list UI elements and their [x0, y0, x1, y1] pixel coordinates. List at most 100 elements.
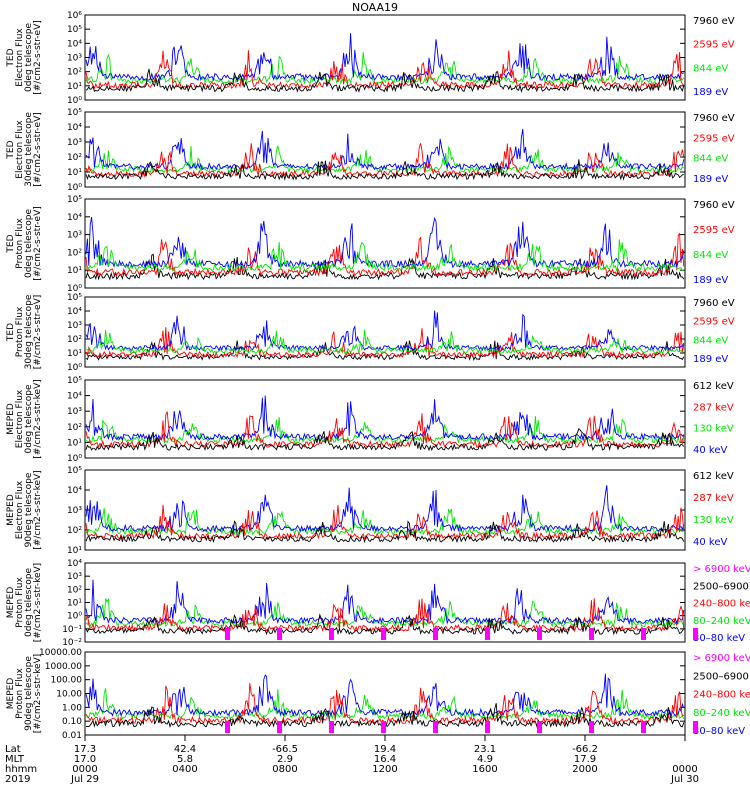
legend-entry: 189 eV [693, 354, 728, 365]
legend-entry: > 6900 keV [693, 564, 750, 575]
legend-entry: 7960 eV [693, 298, 735, 309]
y-axis-label: 0deg telescope [24, 209, 34, 279]
panel-2: 10⁰ 10¹ 10² 10³ 10⁴ 10⁵ TED Electron Flux 30deg … [6, 108, 735, 193]
series-trace [85, 239, 684, 273]
series-trace [225, 721, 230, 733]
legend-entry: 2595 eV [693, 133, 735, 144]
y-tick-label: 10⁵ [67, 376, 82, 386]
y-axis-label: [#/cm2-s-str-eV] [33, 112, 43, 187]
legend-entry: 287 keV [693, 402, 734, 413]
x-tick-label-mlt: 5.8 [177, 754, 193, 765]
y-tick-label: 10⁵ [67, 25, 82, 35]
legend-entry: 844 eV [693, 250, 728, 261]
legend-entry: 40 keV [693, 537, 727, 548]
y-axis-label: 30deg telescope [24, 294, 34, 369]
y-axis-label: TED [6, 234, 16, 253]
series-trace [85, 33, 684, 82]
y-axis-label: Proton Flux [15, 668, 25, 719]
y-tick-label: 10¹ [67, 599, 82, 609]
legend-entry: 2595 eV [693, 317, 735, 328]
series-trace [85, 504, 685, 540]
series-trace [85, 485, 685, 534]
panel-frame [84, 111, 686, 188]
x-tick-label-hhmm: 0800 [272, 764, 297, 775]
y-axis-label: [#/cm2-s-str-eV] [33, 295, 43, 370]
x-tick-label-mlt: 4.9 [477, 754, 493, 765]
series-trace [85, 688, 685, 721]
series-trace [641, 628, 646, 640]
y-axis-label: TED [6, 48, 16, 67]
legend-entry: 844 eV [693, 154, 728, 165]
series-trace [85, 427, 685, 452]
y-axis-label: 90deg telescope [24, 472, 34, 547]
legend-entry: 612 keV [693, 471, 734, 482]
y-tick-label: 1000.00 [45, 662, 82, 672]
series-trace [381, 721, 386, 733]
series-trace [85, 520, 685, 544]
y-tick-label: 10³ [67, 407, 82, 417]
series-trace [537, 628, 542, 640]
y-tick-label: 1.00 [62, 703, 82, 713]
series-trace [85, 340, 685, 361]
legend-entry: 7960 eV [693, 200, 735, 211]
legend-entry: 844 eV [693, 63, 728, 74]
legend-entry: > 6900 keV [693, 653, 750, 664]
x-tick-label-lat: -66.5 [272, 744, 298, 755]
y-tick-label: 10¹ [67, 168, 82, 178]
y-axis-label: [#/cm2-s-str-eV] [33, 206, 43, 281]
x-tick-label-mlt: 2.9 [277, 754, 293, 765]
x-tick-label-hhmm: 2000 [572, 764, 597, 775]
series-trace [85, 159, 684, 181]
x-tick-label-hhmm: 0000 [672, 764, 697, 775]
panel-frame [84, 379, 686, 459]
y-axis-label: Electron Flux [15, 120, 25, 179]
x-tick-label-lat: -66.2 [572, 744, 598, 755]
y-tick-label: 10⁵ [67, 466, 82, 476]
series-trace [85, 68, 685, 93]
y-tick-label: 10³ [67, 321, 82, 331]
legend-entry: 189 eV [693, 174, 728, 185]
panel-6: 10¹ 10² 10³ 10⁴ 10⁵ MEPED Electron Flux 90deg t… [6, 466, 734, 556]
y-tick-label: 10⁴ [67, 213, 82, 223]
x-tick-label-lat: 23.1 [474, 744, 496, 755]
legend-entry: 240–800 keV [693, 690, 750, 701]
y-tick-label: 10¹ [67, 349, 82, 359]
y-tick-label: 10⁴ [67, 307, 82, 317]
y-axis-label: 30deg telescope [24, 112, 34, 187]
y-axis-label: 90deg telescope [24, 656, 34, 731]
y-tick-label: 10⁰ [67, 284, 82, 294]
y-tick-label: 0.01 [62, 731, 82, 741]
series-trace [277, 628, 282, 640]
series-trace [85, 310, 685, 352]
legend-entry: 189 eV [693, 275, 728, 286]
panel-frame [84, 296, 686, 368]
series-trace [85, 128, 685, 171]
y-tick-label: 10¹ [67, 438, 82, 448]
y-tick-label: 10⁻¹ [62, 625, 82, 635]
series-trace [85, 327, 685, 359]
y-tick-label: 10⁵ [67, 293, 82, 303]
legend-entry: 844 eV [693, 335, 728, 346]
y-tick-label: 10⁵ [67, 108, 82, 118]
legend-entry: 130 keV [693, 424, 734, 435]
series-trace [693, 628, 698, 640]
y-axis-label: TED [6, 140, 16, 159]
y-axis-label: Electron Flux [15, 28, 25, 87]
y-tick-label: 0.10 [62, 717, 82, 727]
y-tick-label: 10² [67, 153, 82, 163]
y-tick-label: 10⁵ [67, 195, 82, 205]
y-axis-label: MEPED [6, 403, 16, 435]
legend-entry: 612 keV [693, 381, 734, 392]
y-tick-label: 10⁻² [62, 638, 82, 648]
x-row-label: hhmm [5, 764, 37, 775]
y-tick-label: 10000.00 [39, 648, 82, 658]
series-trace [85, 411, 685, 449]
y-axis-label: Electron Flux [15, 480, 25, 539]
panel-8: 0.01 0.10 1.00 10.00 100.00 1000.00 10000.00 ME… [6, 648, 750, 741]
y-tick-label: 10³ [67, 506, 82, 516]
legend-entry: 7960 eV [693, 16, 735, 27]
y-tick-label: 10³ [67, 572, 82, 582]
x-tick-label-lat: 42.4 [174, 744, 196, 755]
y-axis-label: [#/cm2-s-str-keV] [33, 563, 43, 642]
panel-frame [84, 198, 686, 289]
